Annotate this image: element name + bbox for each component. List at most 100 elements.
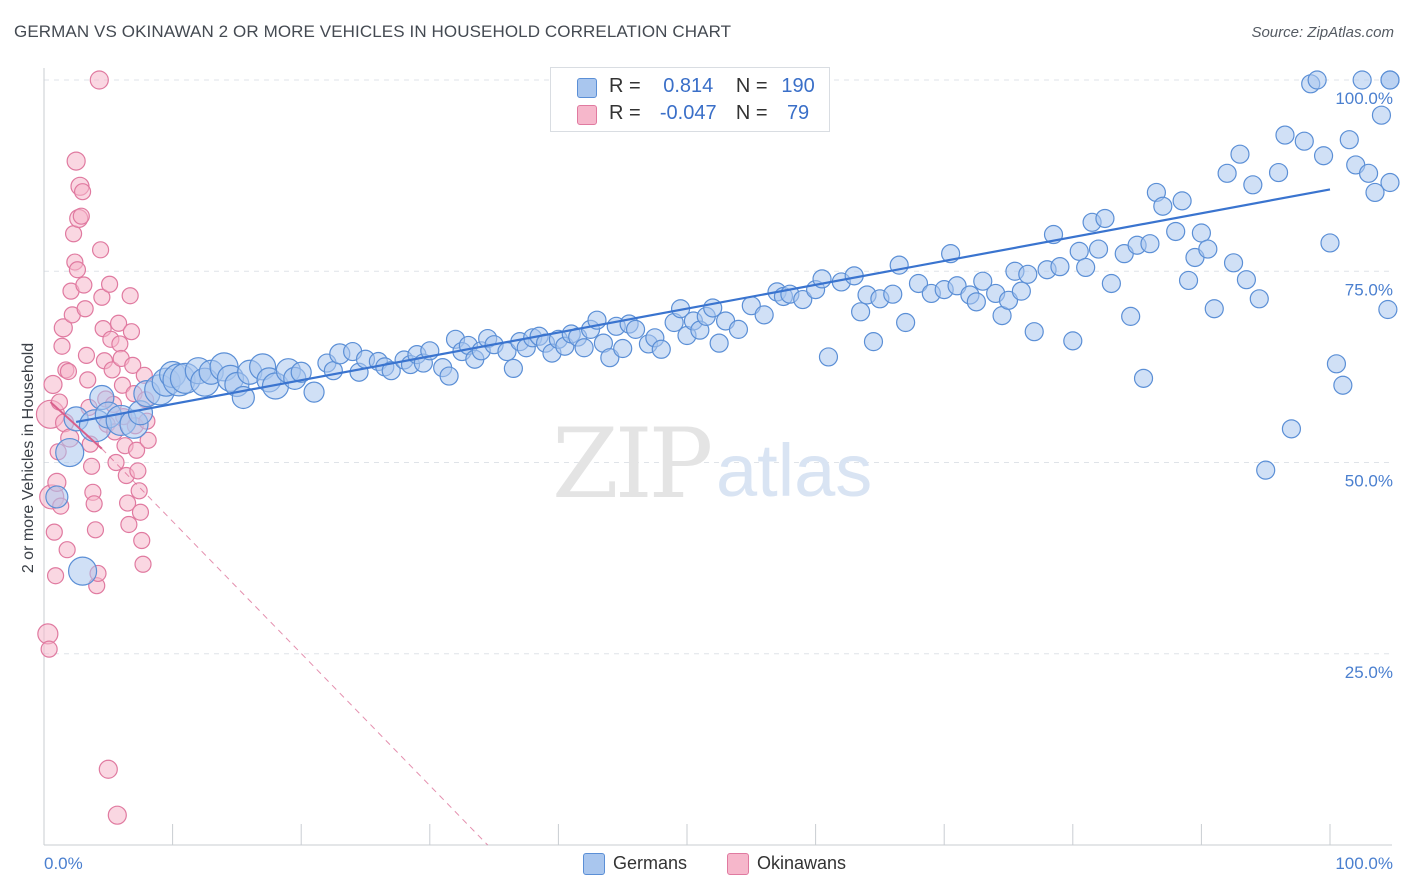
german-point xyxy=(1268,162,1289,183)
german-point xyxy=(1256,460,1276,480)
okinawan-point xyxy=(124,356,142,374)
german-point xyxy=(290,361,312,383)
german-point xyxy=(439,366,459,386)
german-point xyxy=(1230,144,1250,164)
german-point xyxy=(908,273,929,294)
german-point xyxy=(1333,375,1353,395)
german-point xyxy=(613,338,633,359)
okinawan-point xyxy=(73,183,92,201)
y-tick-label: 50.0% xyxy=(1345,472,1393,491)
legend-r-label: R = xyxy=(609,102,641,124)
okinawan-point xyxy=(121,287,139,305)
okinawan-point xyxy=(122,323,141,341)
german-point xyxy=(303,381,325,403)
german-point xyxy=(1140,234,1160,254)
legend-n-value: 190 xyxy=(781,75,815,97)
okinawan-point xyxy=(100,275,119,293)
german-point xyxy=(1371,105,1392,125)
okinawan-point xyxy=(103,361,121,379)
legend-n-value: 79 xyxy=(786,102,810,124)
okinawan-point xyxy=(98,759,118,779)
series-label-okinawans: Okinawans xyxy=(757,853,847,873)
source-label: Source: ZipAtlas.com xyxy=(1251,24,1394,41)
german-point xyxy=(1178,270,1199,291)
german-point xyxy=(1172,191,1192,211)
german-point xyxy=(503,358,523,379)
german-point xyxy=(973,271,993,291)
legend-r-label: R = xyxy=(609,75,641,97)
y-tick-label: 100.0% xyxy=(1335,89,1393,108)
german-point xyxy=(1339,130,1359,150)
german-point xyxy=(1352,70,1372,90)
okinawan-point xyxy=(40,640,58,658)
german-point xyxy=(1358,163,1379,183)
series-label-germans: Germans xyxy=(613,853,688,873)
okinawan-point xyxy=(91,241,110,259)
okinawans-trend-line-solid xyxy=(49,401,103,450)
okinawan-point xyxy=(113,376,132,394)
series-swatch-okinawans xyxy=(727,853,749,875)
german-point xyxy=(1243,175,1263,195)
series-swatch-germans xyxy=(583,853,605,875)
german-point xyxy=(1223,253,1244,273)
okinawan-point xyxy=(46,567,65,585)
german-point xyxy=(1024,322,1044,342)
german-point xyxy=(67,556,98,586)
legend-text-germans: R = 0.814 N = 190 xyxy=(609,75,823,98)
german-point xyxy=(574,338,594,358)
german-point xyxy=(1050,257,1070,277)
german-point xyxy=(1018,264,1038,284)
german-point xyxy=(793,289,813,310)
y-axis-label: 2 or more Vehicles in Household xyxy=(20,343,37,573)
german-point xyxy=(851,302,871,322)
german-point xyxy=(1294,131,1314,151)
okinawan-point xyxy=(64,225,83,243)
german-points xyxy=(45,70,1400,586)
german-point xyxy=(1281,419,1302,439)
okinawan-point xyxy=(130,482,148,500)
okinawan-point xyxy=(82,457,101,475)
okinawan-point xyxy=(111,335,129,353)
okinawan-point xyxy=(50,393,69,411)
german-point xyxy=(754,305,774,325)
watermark-zip: ZIP xyxy=(552,408,713,520)
german-point xyxy=(1307,70,1327,90)
german-point xyxy=(1069,241,1089,261)
german-point xyxy=(1153,196,1173,216)
okinawan-point xyxy=(120,515,138,534)
german-point xyxy=(1198,239,1218,259)
german-point xyxy=(818,347,839,367)
y-tick-label: 75.0% xyxy=(1345,280,1393,299)
okinawan-point xyxy=(53,337,71,355)
legend-swatch-germans xyxy=(577,78,597,98)
german-point xyxy=(1101,273,1121,294)
german-point xyxy=(1191,223,1212,243)
german-point xyxy=(728,319,749,339)
okinawan-points xyxy=(35,70,157,825)
german-point xyxy=(1378,299,1398,320)
okinawan-point xyxy=(93,288,111,306)
okinawan-point xyxy=(59,362,78,381)
german-point xyxy=(1121,306,1141,326)
german-point xyxy=(625,319,646,339)
y-tick-label: 25.0% xyxy=(1345,663,1393,682)
chart-title: GERMAN VS OKINAWAN 2 OR MORE VEHICLES IN… xyxy=(14,22,732,41)
watermark-atlas: atlas xyxy=(716,429,873,512)
okinawan-point xyxy=(107,805,127,825)
german-point xyxy=(1217,163,1237,183)
okinawan-point xyxy=(134,555,152,573)
german-point xyxy=(1249,289,1269,309)
legend-n-label: N = xyxy=(735,75,768,97)
correlation-legend: R = 0.814 N = 190 R = -0.047 N = 79 xyxy=(550,67,830,132)
legend-r-value: 0.814 xyxy=(663,75,714,97)
okinawan-point xyxy=(129,462,147,480)
german-point xyxy=(381,361,401,381)
german-point xyxy=(1320,233,1340,253)
german-point xyxy=(966,292,986,312)
german-point xyxy=(896,312,916,333)
okinawan-point xyxy=(79,371,97,389)
okinawan-point xyxy=(53,318,73,338)
okinawan-point xyxy=(89,70,109,90)
german-point xyxy=(1204,299,1224,319)
